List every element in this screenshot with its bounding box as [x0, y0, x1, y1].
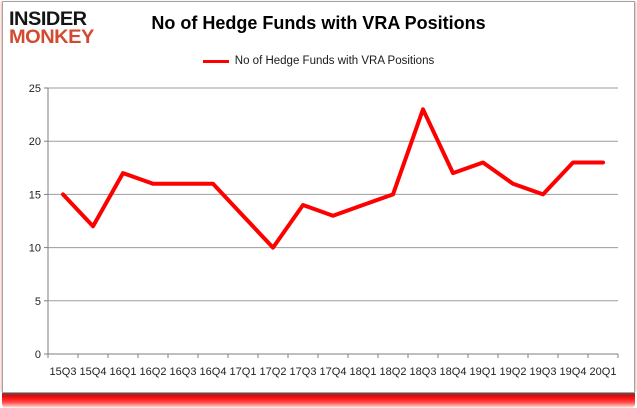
data-series-line: [61, 107, 605, 250]
legend-label: No of Hedge Funds with VRA Positions: [234, 55, 435, 67]
x-axis-label: 17Q3: [290, 366, 317, 378]
y-axis-label: 20: [29, 136, 41, 148]
legend-line-sample-icon: [202, 59, 229, 63]
x-axis-label: 18Q2: [380, 366, 407, 378]
x-axis-label: 17Q2: [260, 366, 287, 378]
x-axis-label: 17Q1: [230, 366, 257, 378]
y-axis-label: 25: [29, 83, 41, 95]
bottom-accent-bar: [2, 393, 635, 408]
x-axis-label: 20Q1: [590, 366, 617, 378]
x-axis-label: 16Q2: [140, 366, 167, 378]
logo-text-monkey: MONKEY: [9, 26, 94, 49]
chart-title: No of Hedge Funds with VRA Positions: [151, 13, 486, 33]
x-axis-label: 18Q3: [410, 366, 437, 378]
x-axis-label: 16Q4: [200, 366, 227, 378]
x-axis-label: 16Q3: [170, 366, 197, 378]
insider-monkey-logo: INSIDER MONKEY: [9, 8, 94, 49]
x-axis-label: 15Q3: [50, 366, 77, 378]
x-axis-label: 19Q4: [560, 366, 587, 378]
x-axis-label: 19Q2: [500, 366, 527, 378]
logo-text-insider: INSIDER: [9, 8, 87, 30]
x-axis-label: 16Q1: [110, 366, 137, 378]
y-axis-label: 15: [29, 189, 41, 201]
y-axis-label: 5: [35, 296, 41, 308]
y-axis-label: 0: [35, 349, 41, 361]
x-axis-label: 18Q1: [350, 366, 377, 378]
x-axis-label: 15Q4: [80, 366, 107, 378]
y-axis-label: 10: [29, 243, 41, 255]
x-axis-label: 18Q4: [440, 366, 467, 378]
legend: No of Hedge Funds with VRA Positions: [0, 55, 637, 67]
x-axis-label: 19Q1: [470, 366, 497, 378]
x-axis-label: 19Q3: [530, 366, 557, 378]
x-axis-label: 17Q4: [320, 366, 347, 378]
